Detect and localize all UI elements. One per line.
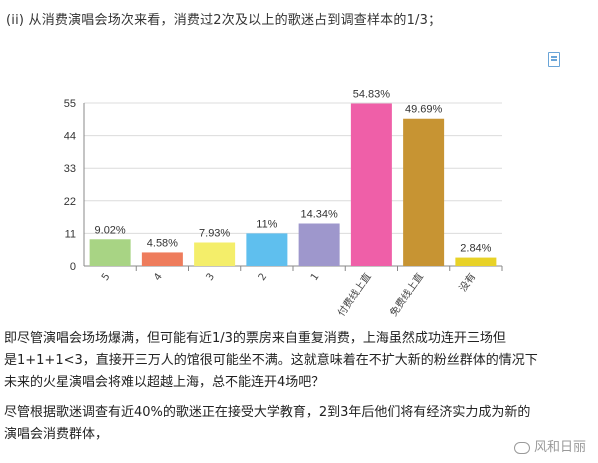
paragraph-line-4: 尽管根据歌迷调查有近40%的歌迷正在接受大学教育，2到3年后他们将有经济实力成为… xyxy=(4,405,531,420)
wechat-icon xyxy=(513,441,530,454)
y-tick-label: 0 xyxy=(70,261,76,273)
x-tick-label: 免费线上直 xyxy=(387,270,426,318)
bar xyxy=(194,242,236,266)
data-label: 49.69% xyxy=(405,104,443,116)
data-label: 2.84% xyxy=(460,243,491,255)
bar xyxy=(455,257,497,266)
bar-chart: 0 11 22 33 44 55 9.02% 5 4.58% 4 7.93% 3 11% 2 14.34% 1… xyxy=(64,89,503,319)
data-label: 11% xyxy=(256,218,277,230)
bar xyxy=(350,103,392,266)
intro-text: (ii) 从消费演唱会场次来看，消费过2次及以上的歌迷占到调查样本的1/3； xyxy=(6,13,442,28)
watermark: 风和日丽 xyxy=(513,436,586,455)
y-tick-label: 33 xyxy=(64,163,76,175)
bar xyxy=(246,233,288,266)
paragraph-line-1: 即尽管演唱会场场爆满，但可能有近1/3的票房来自重复消费，上海虽然成功连开三场但 xyxy=(4,331,506,346)
paragraph-line-3: 未来的火星演唱会将难以超越上海，总不能连开4场吧？ xyxy=(4,375,325,390)
bar xyxy=(89,239,131,266)
bar xyxy=(403,118,445,266)
data-label: 4.58% xyxy=(147,237,178,249)
x-tick-label: 1 xyxy=(309,271,322,283)
y-tick-label: 44 xyxy=(64,131,76,143)
data-label: 7.93% xyxy=(199,227,230,239)
document-icon[interactable] xyxy=(548,52,560,67)
bar xyxy=(141,252,183,266)
x-tick-label: 4 xyxy=(152,271,165,283)
x-tick-label: 付费线上直 xyxy=(335,270,374,318)
data-label: 54.83% xyxy=(353,89,391,101)
x-tick-label: 2 xyxy=(257,271,270,283)
y-tick-label: 55 xyxy=(64,98,76,110)
data-label: 14.34% xyxy=(300,209,338,221)
bar xyxy=(298,223,340,266)
watermark-text: 风和日丽 xyxy=(533,440,586,455)
paragraph-line-2: 是1+1+1<3，直接开三万人的馆很可能坐不满。这就意味着在不扩大新的粉丝群体的… xyxy=(4,353,538,368)
x-tick-label: 3 xyxy=(204,271,217,283)
data-label: 9.02% xyxy=(95,224,126,236)
y-tick-label: 11 xyxy=(65,228,76,240)
x-tick-label: 5 xyxy=(100,271,113,283)
x-tick-label: 没有 xyxy=(456,270,478,294)
paragraph-line-5: 演唱会消费群体， xyxy=(4,427,109,442)
y-tick-label: 22 xyxy=(64,196,76,208)
